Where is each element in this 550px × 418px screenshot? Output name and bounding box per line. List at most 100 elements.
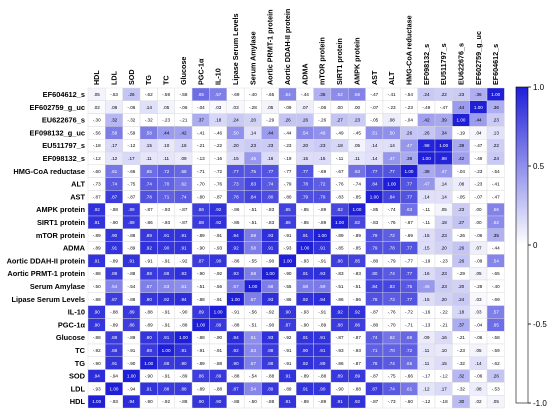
cell-value-label: -.06 xyxy=(474,374,482,379)
cell-value-label: .87 xyxy=(232,386,239,391)
row-label: EF098132_s xyxy=(43,154,85,163)
cell-value-label: -.88 xyxy=(214,386,222,391)
cell-value-label: -.86 xyxy=(353,297,361,302)
cell-value-label: .90 xyxy=(146,297,153,302)
cell-value-label: .27 xyxy=(458,220,465,225)
cell-value-label: .05 xyxy=(354,143,361,148)
cell-value-label: .65 xyxy=(146,169,153,174)
cell-value-label: -.23 xyxy=(388,105,396,110)
cell-value-label: -.07 xyxy=(474,194,482,199)
cell-value-label: .14 xyxy=(371,156,378,161)
cell-value-label: -.88 xyxy=(127,271,135,276)
cell-value-label: .05 xyxy=(475,348,482,353)
cell-value-label: -.56 xyxy=(249,310,257,315)
cell-value-label: .12 xyxy=(423,386,430,391)
cell-value-label: -.87 xyxy=(336,335,344,340)
cell-value-label: .02 xyxy=(93,105,100,110)
cell-value-label: .92 xyxy=(302,361,309,366)
cell-value-label: -.88 xyxy=(266,374,274,379)
cell-value-label: -.89 xyxy=(336,233,344,238)
cell-value-label: .77 xyxy=(371,169,378,174)
cell-value-label: .91 xyxy=(284,399,291,404)
cell-value-label: .54 xyxy=(493,258,500,263)
cell-value-label: -.60 xyxy=(93,169,101,174)
cell-value-label: -.76 xyxy=(388,310,396,315)
cell-value-label: .20 xyxy=(440,297,447,302)
cell-value-label: 1.00 xyxy=(300,246,309,251)
cell-value-label: .26 xyxy=(284,118,291,123)
cell-value-label: -.06 xyxy=(179,105,187,110)
cell-value-label: -.09 xyxy=(284,105,292,110)
colorbar-gradient xyxy=(515,86,529,404)
heatmap-cell xyxy=(486,395,505,409)
cell-value-label: .23 xyxy=(250,143,257,148)
cell-value-label: .37 xyxy=(458,322,465,327)
cell-value-label: -.12 xyxy=(93,156,101,161)
cell-value-label: -.93 xyxy=(301,258,309,263)
cell-value-label: -.90 xyxy=(214,335,222,340)
cell-value-label: -.89 xyxy=(318,322,326,327)
cell-value-label: -.89 xyxy=(179,374,187,379)
row-label: SIRT1 protein xyxy=(37,218,86,227)
colorbar: 1.0 0.5 0 -0.5 -1.0 xyxy=(515,83,547,408)
cell-value-label: -.22 xyxy=(214,143,222,148)
cell-value-label: -.87 xyxy=(370,399,378,404)
cell-value-label: .37 xyxy=(198,118,205,123)
cell-value-label: .22 xyxy=(440,92,447,97)
cell-value-label: .23 xyxy=(354,118,361,123)
cell-value-label: .89 xyxy=(111,271,118,276)
cell-value-label: -.83 xyxy=(336,194,344,199)
cell-value-label: -.07 xyxy=(370,105,378,110)
cell-value-label: -.94 xyxy=(110,374,118,379)
column-label: HMG-CoA reductase xyxy=(404,15,413,85)
cell-value-label: -.62 xyxy=(492,361,500,366)
cell-value-label: 1.00 xyxy=(231,297,240,302)
cell-value-label: .93 xyxy=(319,271,326,276)
cell-value-label: .26 xyxy=(458,246,465,251)
cell-value-label: -.86 xyxy=(232,220,240,225)
cell-value-label: -.89 xyxy=(197,361,205,366)
cell-value-label: .26 xyxy=(423,130,430,135)
cell-value-label: .11 xyxy=(163,156,169,161)
cell-value-label: .93 xyxy=(180,271,187,276)
row-label: AST xyxy=(70,192,85,201)
cell-value-label: .90 xyxy=(198,399,205,404)
cell-value-label: -.90 xyxy=(110,220,118,225)
cell-value-label: .82 xyxy=(336,207,343,212)
cell-value-label: .03 xyxy=(232,105,239,110)
cell-value-label: -.89 xyxy=(93,246,101,251)
cell-value-label: 1.00 xyxy=(439,143,448,148)
cell-value-label: -.51 xyxy=(249,322,257,327)
cell-value-label: .88 xyxy=(198,220,205,225)
cell-value-label: .92 xyxy=(146,246,153,251)
cell-value-label: -.93 xyxy=(336,348,344,353)
cell-value-label: .23 xyxy=(440,271,447,276)
row-label: ADMA xyxy=(63,244,86,253)
cell-value-label: .94 xyxy=(128,399,135,404)
cell-value-label: .16 xyxy=(180,143,187,148)
cell-value-label: .90 xyxy=(284,310,291,315)
cell-value-label: -.93 xyxy=(214,246,222,251)
cell-value-label: .65 xyxy=(493,322,500,327)
cell-value-label: .56 xyxy=(354,92,361,97)
cell-value-label: .88 xyxy=(267,348,274,353)
cell-value-label: -.46 xyxy=(214,130,222,135)
cell-value-label: .15 xyxy=(232,156,239,161)
cell-value-label: .94 xyxy=(93,374,100,379)
cell-value-label: .08 xyxy=(475,386,482,391)
cell-value-label: .44 xyxy=(475,118,482,123)
cell-value-label: -.88 xyxy=(232,322,240,327)
cell-value-label: -.75 xyxy=(127,182,135,187)
cell-value-label: .72 xyxy=(388,233,395,238)
cell-value-label: -.86 xyxy=(336,297,344,302)
cell-value-label: -.93 xyxy=(284,246,292,251)
column-label: IL-10 xyxy=(214,68,223,85)
cell-value-label: .87 xyxy=(111,297,118,302)
cell-value-label: -.92 xyxy=(266,310,274,315)
cell-value-label: .05 xyxy=(475,271,482,276)
column-label: SIRT1 protein xyxy=(335,38,344,85)
row-label: Serum Amylase xyxy=(30,282,85,291)
row-label: Aortic PRMT-1 protein xyxy=(7,269,85,278)
cell-value-label: .54 xyxy=(302,130,309,135)
cell-value-label: 1.00 xyxy=(92,399,101,404)
